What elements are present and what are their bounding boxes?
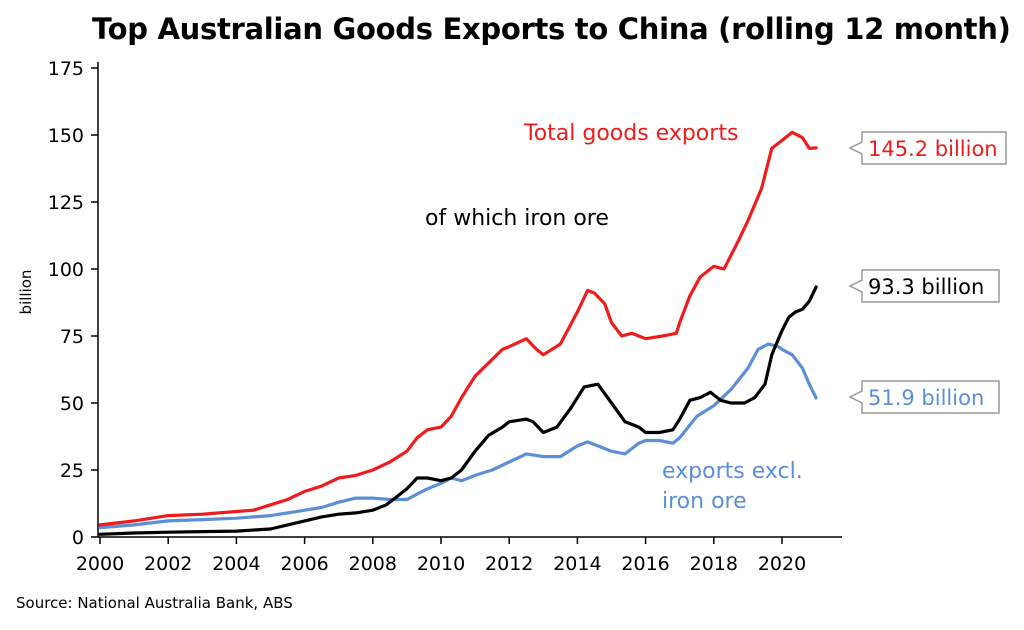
series-line-exports-excl-iron-ore bbox=[98, 342, 818, 530]
x-tick-label: 2018 bbox=[690, 553, 738, 575]
y-tick-label: 175 bbox=[48, 58, 84, 80]
x-tick-label: 2016 bbox=[621, 553, 669, 575]
axis-ticks: 0 25 50 75 100 125 150 175 2000 2002 2004 2006 2008 2… bbox=[48, 58, 806, 575]
x-tick-label: 2006 bbox=[280, 553, 328, 575]
annotation-exports-excl-line1: exports excl. bbox=[662, 459, 803, 484]
y-tick-label: 25 bbox=[60, 460, 84, 482]
x-tick-label: 2008 bbox=[349, 553, 397, 575]
annotation-exports-excl-line2: iron ore bbox=[662, 489, 747, 514]
callout-iron-ore: 93.3 billion bbox=[848, 269, 1000, 303]
series-line-iron-ore bbox=[98, 285, 818, 536]
source-note: Source: National Australia Bank, ABS bbox=[16, 594, 293, 612]
annotation-iron-ore: of which iron ore bbox=[425, 206, 609, 231]
callout-exports-excl-iron-ore: 51.9 billion bbox=[848, 380, 1000, 414]
y-tick-label: 75 bbox=[60, 326, 84, 348]
y-tick-label: 50 bbox=[60, 393, 84, 415]
series-lines bbox=[98, 130, 818, 536]
y-axis-label: billion bbox=[17, 270, 35, 315]
x-tick-label: 2014 bbox=[553, 553, 601, 575]
callout-total-goods-exports-label: 145.2 billion bbox=[868, 137, 998, 161]
annotation-total-goods-exports: Total goods exports bbox=[523, 121, 738, 146]
chart-axes bbox=[97, 62, 842, 538]
x-tick-label: 2000 bbox=[76, 553, 124, 575]
end-value-callouts: 145.2 billion 93.3 billion 51.9 billion bbox=[848, 131, 1007, 414]
x-tick-label: 2004 bbox=[212, 553, 260, 575]
series-annotations: Total goods exports of which iron ore ex… bbox=[425, 121, 803, 514]
callout-iron-ore-label: 93.3 billion bbox=[868, 275, 984, 299]
x-tick-label: 2020 bbox=[758, 553, 806, 575]
series-line-total-goods-exports bbox=[98, 130, 818, 527]
x-tick-label: 2002 bbox=[144, 553, 192, 575]
chart-title: Top Australian Goods Exports to China (r… bbox=[92, 12, 1011, 46]
callout-total-goods-exports: 145.2 billion bbox=[848, 131, 1007, 165]
y-tick-label: 0 bbox=[72, 527, 84, 549]
y-tick-label: 125 bbox=[48, 192, 84, 214]
callout-exports-excl-iron-ore-label: 51.9 billion bbox=[868, 386, 984, 410]
x-tick-label: 2010 bbox=[417, 553, 465, 575]
x-tick-label: 2012 bbox=[485, 553, 533, 575]
y-tick-label: 150 bbox=[48, 125, 84, 147]
y-tick-label: 100 bbox=[48, 259, 84, 281]
